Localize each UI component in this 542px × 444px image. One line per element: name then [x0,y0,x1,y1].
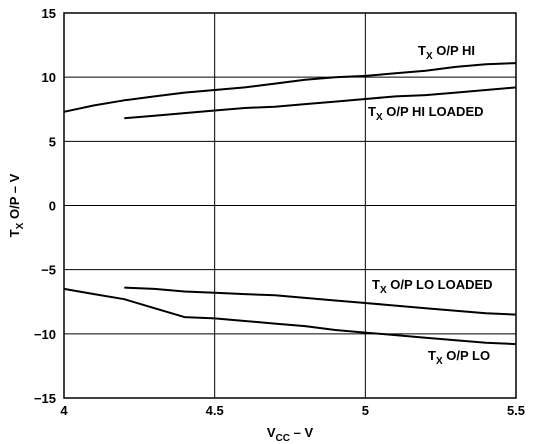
plot-frame [63,12,517,399]
y-tick-label: 15 [42,6,56,21]
series-label-sub: X [376,112,383,123]
series-label-suffix: O/P LO [443,348,490,363]
grid [64,13,516,398]
y-tick-label: 0 [49,199,56,214]
series-line-0 [63,62,517,113]
tick-labels: 4 4.5 5 5.5 15 10 5 0 −5 −10 −15 [34,6,525,418]
series-label-main: T [418,43,426,58]
series-label-tx-op-hi-loaded: TX O/P HI LOADED [368,104,484,123]
series-label-tx-op-lo-loaded: TX O/P LO LOADED [372,277,493,296]
y-axis-title: TX O/P – V [7,173,26,237]
x-tick-label: 4.5 [206,403,224,418]
series-label-suffix: O/P HI [433,43,475,58]
series-label-tx-op-lo: TX O/P LO [428,348,490,367]
x-axis-title-main: V [267,425,276,440]
y-tick-label: 5 [49,134,56,149]
y-axis-title-sub: X [15,222,26,229]
series-line-2 [124,286,517,316]
series-label-suffix: O/P LO LOADED [387,277,493,292]
x-tick-label: 5.5 [507,403,525,418]
y-axis-title-main: T [7,229,22,237]
x-tick-label: 4 [60,403,68,418]
series-label-tx-op-hi: TX O/P HI [418,43,475,62]
series-line-3 [63,287,517,346]
y-tick-label: 10 [42,70,56,85]
y-tick-label: −10 [34,327,56,342]
series-line-1 [124,86,517,120]
series-lines [63,62,517,346]
series-label-main: T [368,104,376,119]
y-tick-label: −15 [34,391,56,406]
x-axis-title-sub: CC [276,433,290,444]
series-label-sub: X [436,356,443,367]
x-tick-label: 5 [362,403,369,418]
x-axis-title-suffix: – V [290,425,313,440]
y-axis-title-suffix: O/P – V [7,173,22,222]
series-label-main: T [372,277,380,292]
y-tick-label: −5 [41,263,56,278]
series-label-main: T [428,348,436,363]
x-axis-title: VCC – V [267,425,314,444]
series-label-sub: X [380,285,387,296]
series-label-suffix: O/P HI LOADED [383,104,484,119]
series-label-sub: X [426,51,433,62]
